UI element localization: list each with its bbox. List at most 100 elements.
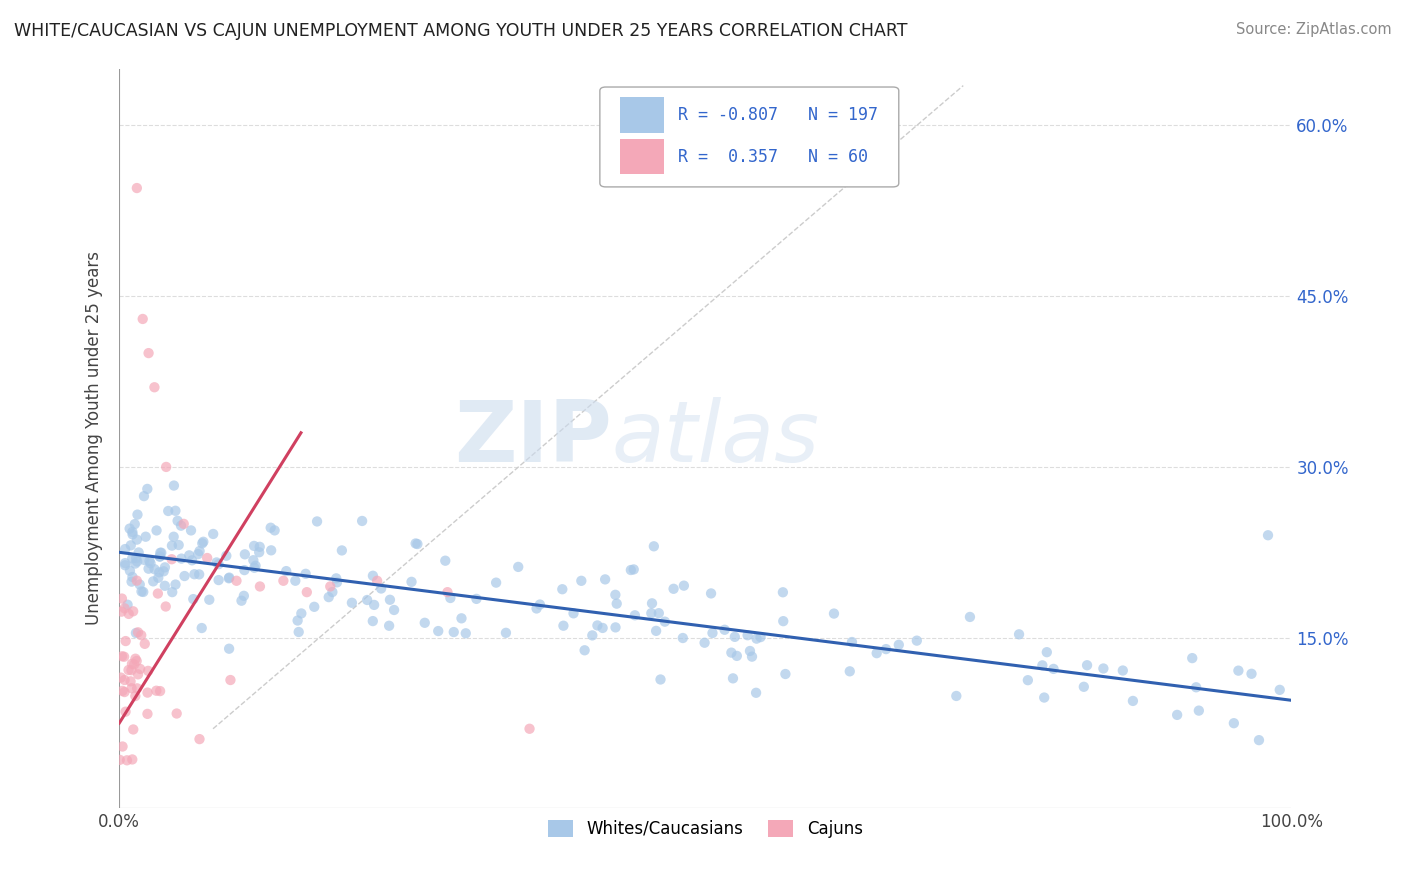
Point xyxy=(121,574,143,589)
Point xyxy=(243,560,266,574)
Point xyxy=(114,558,136,573)
Point xyxy=(823,607,845,621)
Point xyxy=(183,567,205,582)
Point xyxy=(181,592,204,607)
Text: atlas: atlas xyxy=(612,397,820,480)
Point xyxy=(287,614,309,628)
Point xyxy=(121,663,143,677)
Point xyxy=(1188,704,1211,718)
Point xyxy=(152,564,174,578)
Point xyxy=(121,570,143,584)
Point xyxy=(132,489,155,503)
Point xyxy=(304,599,326,614)
Point xyxy=(198,592,221,607)
Point xyxy=(114,705,136,719)
Point xyxy=(170,518,193,533)
Point xyxy=(131,584,153,599)
Point xyxy=(129,628,152,642)
Point xyxy=(157,504,180,518)
Point xyxy=(450,611,472,625)
Point xyxy=(745,686,768,700)
FancyBboxPatch shape xyxy=(600,87,898,187)
Point xyxy=(307,515,329,529)
Point xyxy=(124,689,146,703)
Point xyxy=(125,181,148,195)
Point xyxy=(581,628,603,642)
Point xyxy=(231,593,253,607)
Point xyxy=(127,508,149,522)
Point xyxy=(112,649,135,664)
Point xyxy=(249,540,271,554)
Point xyxy=(273,574,295,588)
Point xyxy=(1033,690,1056,705)
Point xyxy=(284,574,307,588)
Point xyxy=(605,620,627,634)
Point xyxy=(111,649,134,664)
Text: R = -0.807   N = 197: R = -0.807 N = 197 xyxy=(679,106,879,124)
Point xyxy=(110,605,132,619)
Point xyxy=(321,585,343,599)
Point xyxy=(146,586,169,600)
Point xyxy=(1008,627,1031,641)
Point xyxy=(110,671,132,685)
Point xyxy=(326,575,349,590)
Point xyxy=(118,564,141,578)
Point xyxy=(724,630,747,644)
Point xyxy=(1092,661,1115,675)
Point xyxy=(215,549,238,563)
Point xyxy=(526,601,548,615)
Point xyxy=(1257,528,1279,542)
Point xyxy=(1076,658,1098,673)
Point xyxy=(1122,694,1144,708)
Point xyxy=(134,637,156,651)
Point xyxy=(121,527,143,541)
Point xyxy=(128,545,150,559)
Point xyxy=(121,524,143,539)
Point xyxy=(148,566,170,580)
Point xyxy=(155,599,177,614)
Point xyxy=(136,482,159,496)
Point xyxy=(163,478,186,492)
Point xyxy=(439,591,461,605)
Point xyxy=(167,538,190,552)
Point xyxy=(260,543,283,558)
Point xyxy=(356,593,378,607)
Point xyxy=(290,607,312,621)
Point xyxy=(465,591,488,606)
Point xyxy=(553,618,575,632)
Point xyxy=(166,514,188,528)
Point xyxy=(672,631,695,645)
Point xyxy=(294,566,316,581)
Bar xyxy=(620,97,665,133)
Point xyxy=(173,569,195,583)
Point xyxy=(1268,682,1291,697)
Point xyxy=(1247,733,1270,747)
Point xyxy=(218,571,240,585)
Point xyxy=(401,574,423,589)
Point xyxy=(841,635,863,649)
Point xyxy=(173,516,195,531)
Point xyxy=(295,585,318,599)
Point xyxy=(263,524,285,538)
Point xyxy=(118,522,141,536)
Point xyxy=(129,662,152,676)
Point xyxy=(620,563,643,577)
Point xyxy=(1185,680,1208,694)
Point xyxy=(219,673,242,687)
Point xyxy=(121,752,143,766)
Point xyxy=(662,582,685,596)
Point xyxy=(125,654,148,668)
Point xyxy=(114,542,136,557)
Point xyxy=(592,621,614,635)
Bar xyxy=(620,139,665,174)
Point xyxy=(1017,673,1039,688)
Point xyxy=(352,514,374,528)
Point xyxy=(136,685,159,699)
Point xyxy=(122,657,145,672)
Point xyxy=(125,533,148,547)
Point xyxy=(127,667,149,681)
Point xyxy=(163,530,186,544)
Point xyxy=(672,579,695,593)
Point xyxy=(162,585,184,599)
Point xyxy=(165,577,187,591)
